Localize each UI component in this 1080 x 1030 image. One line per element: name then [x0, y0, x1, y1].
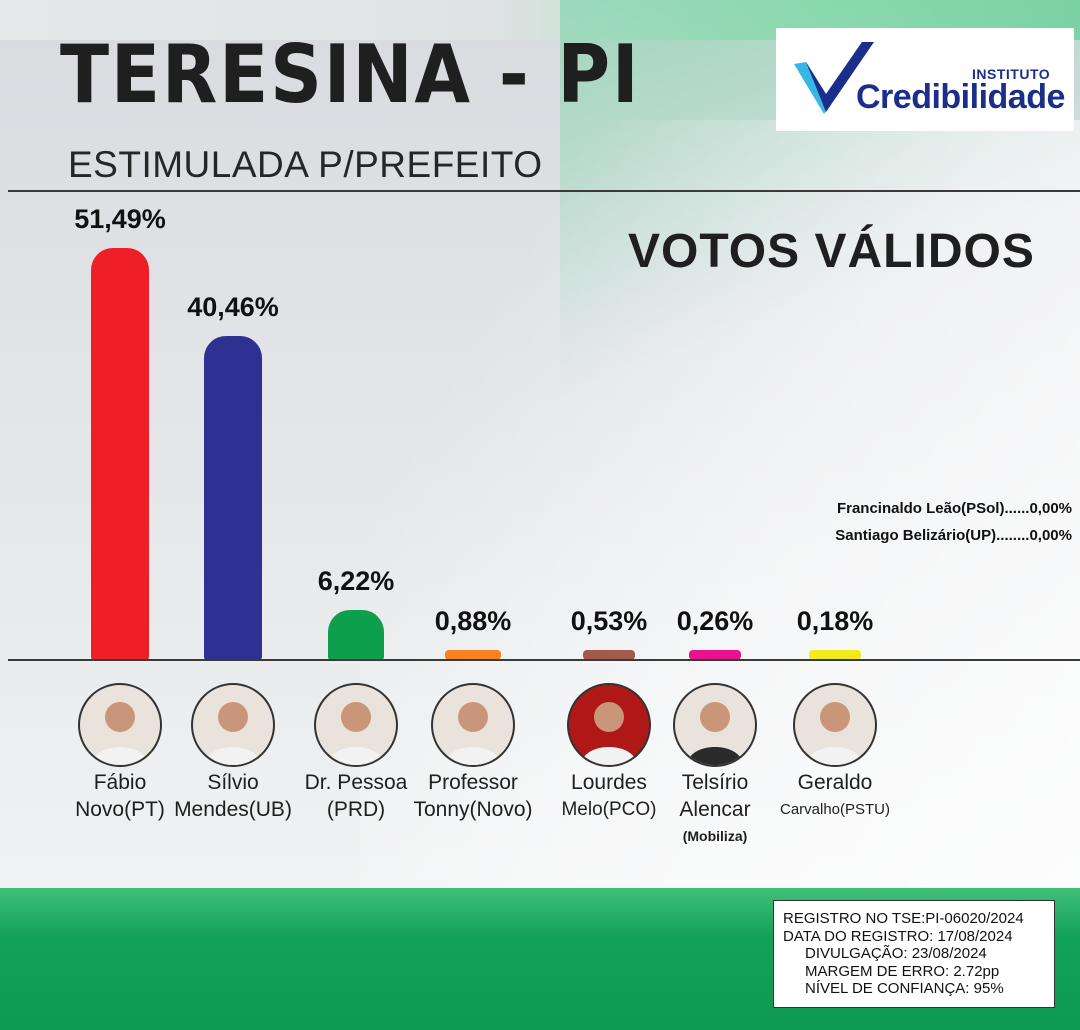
- logo-credibilidade: INSTITUTO Credibilidade: [776, 28, 1074, 131]
- candidate-name-5: Lourdes Melo(PCO): [534, 769, 684, 823]
- candidate-name-4: Professor Tonny(Novo): [398, 769, 548, 823]
- bar-1: [91, 248, 149, 660]
- candidate-name-7: Geraldo Carvalho(PSTU): [760, 769, 910, 823]
- portrait-icon: [445, 702, 501, 765]
- candidate-name-1: Fábio Novo(PT): [45, 769, 195, 823]
- margin-of-error: MARGEM DE ERRO: 2.72pp: [805, 962, 1000, 980]
- other-candidate-1: Francinaldo Leão(PSol)......0,00%: [836, 500, 1072, 517]
- bar-3: [328, 610, 384, 660]
- candidate-name-3: Dr. Pessoa (PRD): [281, 769, 431, 823]
- registration-box: REGISTRO NO TSE:PI-06020/2024 DATA DO RE…: [773, 900, 1055, 1008]
- candidate-first-line: Geraldo: [797, 771, 873, 794]
- bar-value-label-6: 0,26%: [676, 606, 754, 636]
- candidate-photo-5: [567, 683, 651, 767]
- bar-value-label-4: 0,88%: [434, 606, 512, 636]
- candidate-first-line: Professor: [428, 771, 518, 794]
- bar-value-label-3: 6,22%: [317, 566, 395, 597]
- bar-value-label-1: 51,49%: [74, 204, 166, 235]
- portrait-icon: [205, 702, 261, 765]
- candidate-name-6: Telsírio Alencar (Mobiliza): [640, 769, 790, 850]
- other-candidate-2: Santiago Belizário(UP)........0,00%: [835, 527, 1072, 544]
- portrait-icon: [807, 702, 863, 765]
- candidate-second-line: Alencar: [679, 798, 751, 821]
- bar-6: [689, 650, 741, 660]
- candidate-first-line: Dr. Pessoa: [304, 771, 408, 794]
- registration-tse: REGISTRO NO TSE:PI-06020/2024: [783, 910, 1024, 927]
- release-date: DIVULGAÇÃO: 23/08/2024: [805, 945, 987, 962]
- checkmark-logo-icon: [794, 42, 874, 114]
- candidate-second-line: Tonny(Novo): [413, 798, 533, 821]
- bar-2: [204, 336, 262, 660]
- candidate-second-line: Carvalho(PSTU): [779, 801, 891, 818]
- bar-value-label-5: 0,53%: [570, 606, 648, 636]
- bar-4: [445, 650, 501, 660]
- candidate-photo-2: [191, 683, 275, 767]
- candidate-photo-4: [431, 683, 515, 767]
- portrait-icon: [328, 702, 384, 765]
- chart-baseline: [8, 659, 1080, 661]
- portrait-icon: [92, 702, 148, 765]
- portrait-icon: [687, 702, 743, 765]
- candidate-photo-7: [793, 683, 877, 767]
- chart-title: VOTOS VÁLIDOS: [628, 225, 1035, 278]
- top-divider: [8, 190, 1080, 192]
- candidate-photo-6: [673, 683, 757, 767]
- logo-tagline: INSTITUTO: [972, 66, 1051, 82]
- page-title: TERESINA - PI: [60, 28, 641, 121]
- candidate-first-line: Telsírio: [681, 771, 749, 794]
- candidate-third-line: (Mobiliza): [682, 828, 748, 844]
- candidate-first-line: Fábio: [93, 771, 147, 794]
- logo-name: Credibilidade: [856, 78, 1065, 116]
- bar-value-label-2: 40,46%: [187, 292, 279, 323]
- candidate-first-line: Sílvio: [207, 771, 259, 794]
- candidate-second-line: Melo(PCO): [561, 799, 657, 820]
- candidate-first-line: Lourdes: [571, 771, 647, 794]
- candidate-second-line: Novo(PT): [75, 798, 165, 821]
- portrait-icon: [581, 702, 637, 765]
- page-subtitle: ESTIMULADA P/PREFEITO: [68, 144, 543, 185]
- candidate-name-2: Sílvio Mendes(UB): [158, 769, 308, 823]
- confidence-level: NÍVEL DE CONFIANÇA: 95%: [805, 980, 1004, 997]
- bar-value-label-7: 0,18%: [796, 606, 874, 636]
- bar-5: [583, 650, 635, 660]
- registration-date: DATA DO REGISTRO: 17/08/2024: [783, 927, 1013, 945]
- candidate-second-line: Mendes(UB): [174, 798, 292, 821]
- candidate-photo-1: [78, 683, 162, 767]
- bar-7: [809, 650, 861, 660]
- candidate-photo-3: [314, 683, 398, 767]
- candidate-second-line: (PRD): [326, 798, 386, 821]
